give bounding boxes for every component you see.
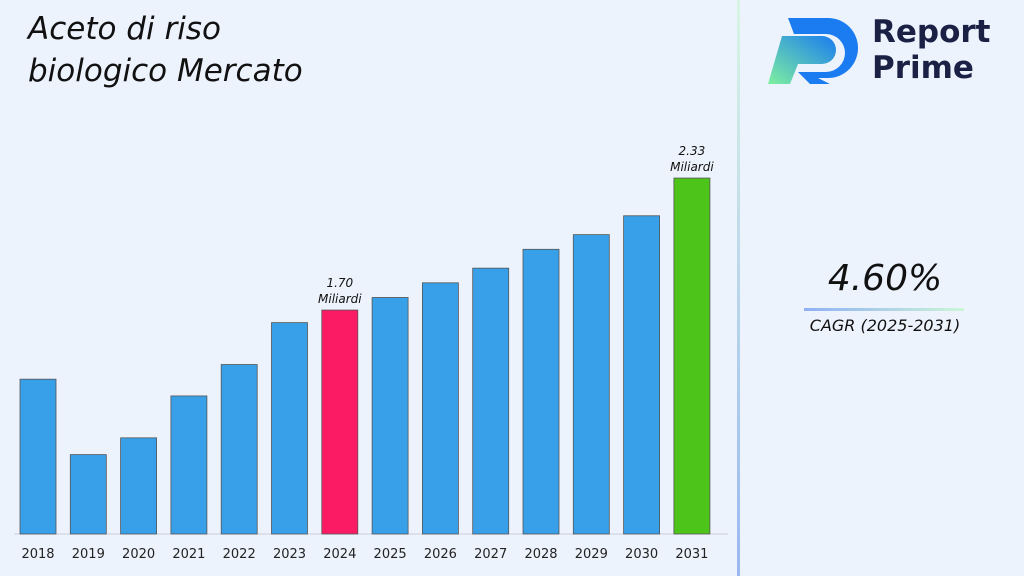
x-tick-label: 2022 bbox=[223, 547, 256, 562]
bar-2023 bbox=[271, 322, 308, 535]
data-label-value: 2.33 bbox=[679, 144, 706, 158]
data-label-value: 1.70 bbox=[326, 276, 353, 290]
x-tick-label: 2023 bbox=[273, 547, 306, 562]
bar-2029 bbox=[572, 234, 610, 535]
x-tick-label: 2026 bbox=[424, 547, 457, 562]
x-tick-label: 2030 bbox=[625, 547, 658, 562]
bar-2020 bbox=[120, 437, 157, 535]
x-tick-label: 2020 bbox=[122, 547, 155, 562]
data-label-unit: Miliardi bbox=[670, 160, 714, 174]
cagr-label: CAGR (2025-2031) bbox=[809, 316, 961, 335]
x-tick-label: 2018 bbox=[21, 547, 54, 562]
x-tick-label: 2021 bbox=[172, 547, 205, 562]
bar-2026 bbox=[421, 282, 459, 535]
bar-2028 bbox=[522, 248, 560, 535]
cagr-underline bbox=[804, 308, 964, 311]
report-prime-logo-icon bbox=[768, 18, 858, 84]
divider bbox=[737, 0, 740, 576]
data-label-unit: Miliardi bbox=[318, 292, 362, 306]
bar-2031 bbox=[673, 177, 711, 535]
bar-2024 bbox=[321, 309, 359, 535]
logo-text-line1: Report bbox=[872, 14, 991, 50]
bar-2025 bbox=[371, 297, 409, 535]
x-tick-label: 2024 bbox=[323, 547, 356, 562]
chart-title: Aceto di riso biologico Mercato bbox=[28, 11, 303, 89]
x-tick-label: 2029 bbox=[575, 547, 608, 562]
bar-2030 bbox=[623, 215, 660, 535]
x-tick-label: 2031 bbox=[675, 547, 708, 562]
x-tick-label: 2027 bbox=[474, 547, 507, 562]
bar-chart: 2018 2019 2020 2021 2022 2023 2024 1.70 Miliardi… bbox=[14, 144, 728, 562]
logo-text: Report Prime bbox=[872, 14, 991, 86]
bar-2019 bbox=[69, 454, 107, 535]
x-tick-label: 2028 bbox=[524, 547, 557, 562]
bar-2022 bbox=[220, 364, 258, 535]
x-tick-label: 2025 bbox=[374, 547, 407, 562]
bar-2018 bbox=[19, 378, 57, 535]
logo-text-line2: Prime bbox=[872, 50, 974, 86]
bar-2027 bbox=[472, 267, 510, 535]
cagr-value: 4.60% bbox=[827, 258, 943, 299]
bar-2021 bbox=[170, 395, 208, 535]
x-tick-label: 2019 bbox=[72, 547, 105, 562]
